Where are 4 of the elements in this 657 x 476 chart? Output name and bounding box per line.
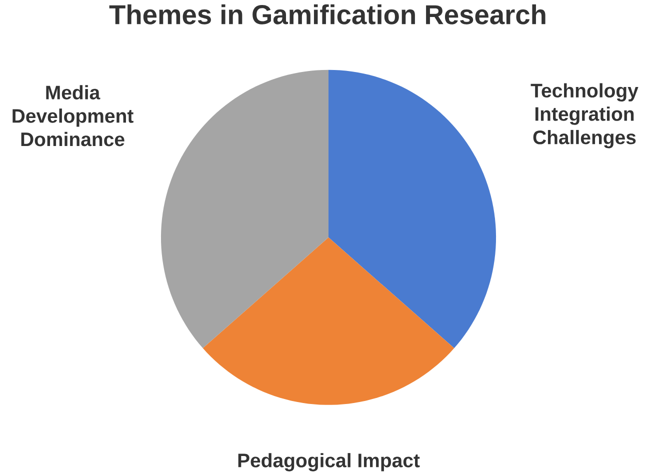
slice-label: Pedagogical Impact xyxy=(238,453,420,472)
chart-title: Themes in Gamification Research xyxy=(109,4,546,25)
slice-label: Media Development Dominance xyxy=(12,85,134,146)
slice-label: Technology Integration Challenges xyxy=(530,83,638,148)
